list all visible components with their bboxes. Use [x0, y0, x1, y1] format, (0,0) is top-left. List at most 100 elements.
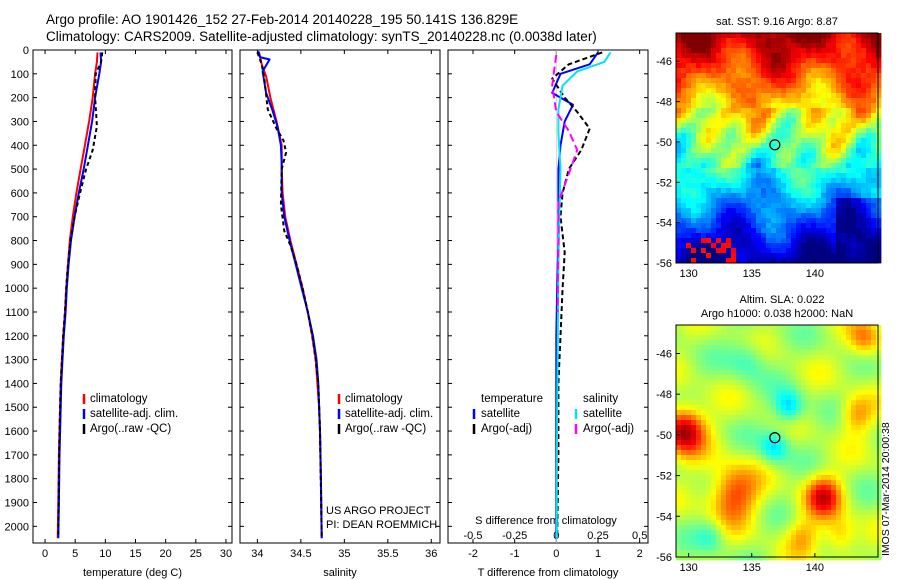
map-cell [766, 515, 772, 521]
map-cell [751, 510, 757, 516]
map-cell [806, 495, 812, 501]
map-cell [851, 540, 857, 546]
map-cell [846, 535, 852, 541]
map-cell [686, 480, 692, 486]
map-cell [776, 525, 782, 531]
map-cell [816, 435, 822, 441]
map-cell [731, 128, 737, 134]
map-cell [801, 480, 807, 486]
map-cell [726, 420, 732, 426]
map-cell [781, 390, 787, 396]
map-cell [791, 63, 797, 69]
map-cell [776, 248, 782, 254]
map-cell [791, 470, 797, 476]
map-cell [796, 258, 802, 264]
map-cell [676, 98, 682, 104]
map-cell [701, 495, 707, 501]
map-cell [791, 73, 797, 79]
map-cell [761, 540, 767, 546]
map-cell [871, 123, 877, 129]
map-cell [756, 103, 762, 109]
map-cell [706, 233, 712, 239]
map-cell [776, 73, 782, 79]
map-cell [676, 73, 682, 79]
map-cell [711, 158, 717, 164]
map-cell [816, 335, 822, 341]
map-cell [851, 148, 857, 154]
map-cell [726, 475, 732, 481]
map-cell [796, 43, 802, 49]
map-cell [736, 475, 742, 481]
map-cell [756, 253, 762, 259]
map-cell [831, 460, 837, 466]
map-cell [856, 123, 862, 129]
map-cell [756, 380, 762, 386]
map-cell [871, 253, 877, 259]
map-cell [816, 550, 822, 556]
map-cell [711, 465, 717, 471]
map-cell [761, 535, 767, 541]
map-cell [721, 325, 727, 331]
map-cell [791, 440, 797, 446]
map-cell [726, 345, 732, 351]
map-cell [791, 445, 797, 451]
map-cell [781, 258, 787, 264]
map-cell [686, 98, 692, 104]
map-cell [711, 63, 717, 69]
map-cell [791, 435, 797, 441]
map-cell [786, 98, 792, 104]
map-cell [771, 78, 777, 84]
map-cell [746, 325, 752, 331]
map-cell [776, 515, 782, 521]
map-cell [691, 258, 697, 264]
map-cell [691, 540, 697, 546]
map-cell [686, 88, 692, 94]
map-cell [741, 515, 747, 521]
map-cell [831, 375, 837, 381]
map-cell [806, 375, 812, 381]
map-cell [676, 540, 682, 546]
map-cell [766, 340, 772, 346]
map-cell [841, 545, 847, 551]
map-cell [736, 530, 742, 536]
map-cell [726, 128, 732, 134]
map-cell [746, 73, 752, 79]
map-cell [866, 555, 872, 561]
map-cell [711, 48, 717, 54]
map-cell [876, 355, 882, 361]
map-cell [726, 530, 732, 536]
map-cell [786, 108, 792, 114]
map-cell [796, 390, 802, 396]
map-cell [806, 380, 812, 386]
map-cell [691, 58, 697, 64]
map-cell [851, 128, 857, 134]
map-cell [676, 440, 682, 446]
map-cell [681, 108, 687, 114]
map-cell [856, 375, 862, 381]
map-cell [856, 400, 862, 406]
map-cell [786, 420, 792, 426]
map-cell [791, 400, 797, 406]
map-cell [756, 78, 762, 84]
map-cell [816, 345, 822, 351]
map-cell [786, 325, 792, 331]
map-cell [861, 223, 867, 229]
map-cell [716, 435, 722, 441]
map-cell [816, 208, 822, 214]
map-cell [691, 38, 697, 44]
map-cell [751, 330, 757, 336]
map-cell [751, 233, 757, 239]
map-cell [831, 470, 837, 476]
map-cell [806, 168, 812, 174]
map-cell [856, 128, 862, 134]
map-cell [781, 430, 787, 436]
map-cell [761, 460, 767, 466]
map-cell [856, 198, 862, 204]
map-cell [766, 380, 772, 386]
map-cell [826, 445, 832, 451]
map-cell [731, 238, 737, 244]
map-cell [716, 88, 722, 94]
map-cell [741, 535, 747, 541]
map-cell [731, 495, 737, 501]
map-cell [811, 400, 817, 406]
